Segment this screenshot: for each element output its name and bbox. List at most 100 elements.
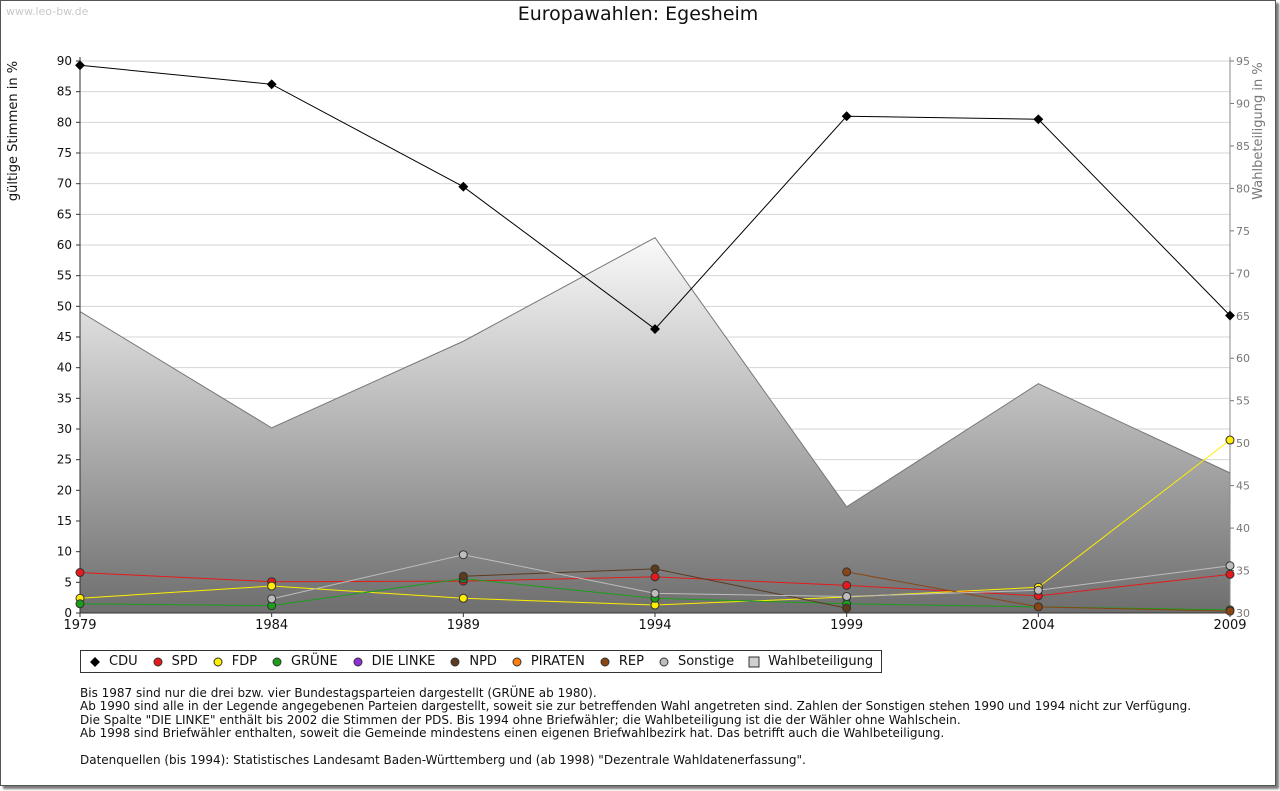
- y-right-tick-label: 40: [1236, 522, 1250, 535]
- chart-title: Europawahlen: Egesheim: [517, 3, 759, 25]
- y-tick-label: 0: [64, 606, 72, 620]
- y-tick-label: 50: [57, 299, 72, 313]
- x-tick-label: 1979: [63, 618, 96, 633]
- x-tick-label: 2009: [1213, 618, 1246, 633]
- legend-marker: [153, 657, 163, 666]
- data-point-CDU: [1225, 310, 1235, 321]
- notes: Bis 1987 sind nur die drei bzw. vier Bun…: [80, 686, 1192, 767]
- y-tick-label: 40: [57, 361, 72, 375]
- y-tick-label: 55: [57, 269, 72, 283]
- data-point-REP: [1225, 606, 1235, 616]
- y-right-tick-label: 85: [1236, 140, 1250, 153]
- y-right-tick-label: 75: [1236, 225, 1250, 238]
- legend-label: NPD: [469, 654, 497, 669]
- turnout-area: [79, 236, 1231, 613]
- legend-marker: [272, 657, 282, 666]
- y-tick-label: 65: [57, 207, 72, 221]
- y-right-tick-label: 60: [1236, 352, 1250, 365]
- data-point-CDU: [75, 60, 85, 71]
- data-point-NPD: [650, 564, 660, 574]
- watermark: www.leo-bw.de: [6, 5, 89, 18]
- note-line: Ab 1998 sind Briefwähler enthalten, sowe…: [80, 726, 945, 741]
- data-point-FDP: [1225, 435, 1235, 445]
- y-tick-label: 20: [57, 483, 72, 497]
- y-tick-label: 85: [57, 85, 72, 99]
- legend-label: Sonstige: [677, 654, 735, 669]
- y-tick-label: 75: [57, 146, 72, 160]
- data-point-NPD: [458, 571, 468, 581]
- note-line: Bis 1987 sind nur die drei bzw. vier Bun…: [80, 686, 597, 700]
- y-right-tick-label: 90: [1236, 97, 1250, 110]
- y-right-tick-label: 95: [1236, 55, 1250, 68]
- data-point-Sonstige: [650, 588, 660, 598]
- legend-item: CDU: [89, 654, 138, 669]
- y-tick-label: 10: [57, 545, 72, 559]
- data-point-Sonstige: [1225, 561, 1235, 571]
- legend-label: FDP: [231, 654, 258, 669]
- data-point-FDP: [267, 581, 277, 591]
- data-point-CDU: [266, 79, 277, 90]
- data-point-Sonstige: [1033, 585, 1043, 595]
- data-point-Sonstige: [842, 591, 852, 601]
- y-tick-label: 35: [57, 391, 72, 405]
- y-right-tick-label: 35: [1236, 565, 1250, 578]
- legend-item: GRÜNE: [271, 654, 338, 669]
- legend-marker: [512, 657, 522, 666]
- x-tick-label: 1989: [447, 618, 480, 633]
- y-tick-label: 90: [57, 54, 72, 68]
- legend: CDU SPD FDP GRÜNE DIE LINKE NPD PIRATEN REP Sons…: [80, 650, 883, 673]
- source-line: Datenquellen (bis 1994): Statistisches L…: [80, 752, 806, 767]
- y-tick-label: 15: [57, 514, 72, 528]
- data-point-CDU: [841, 111, 852, 122]
- data-point-SPD: [75, 568, 85, 578]
- legend-label: PIRATEN: [530, 654, 585, 669]
- y-axis-right-title: Wahlbeteiligung in %: [1251, 62, 1266, 199]
- series-markers: [75, 60, 1235, 616]
- legend-item: REP: [599, 654, 644, 669]
- legend-marker: [90, 656, 100, 667]
- y-right-tick-label: 80: [1236, 182, 1250, 195]
- y-axis-title: gültige Stimmen in %: [6, 61, 21, 201]
- x-tick-label: 2004: [1022, 618, 1055, 633]
- y-tick-label: 30: [57, 422, 72, 436]
- y-tick-label: 25: [57, 453, 72, 467]
- data-point-CDU: [458, 181, 469, 192]
- legend-marker: [748, 656, 760, 667]
- data-point-CDU: [650, 324, 660, 334]
- legend-item: PIRATEN: [511, 654, 585, 669]
- y-right-tick-label: 45: [1236, 480, 1250, 493]
- data-point-SPD: [650, 572, 660, 582]
- y-right-tick-label: 50: [1236, 437, 1250, 450]
- turnout-line: [79, 236, 1231, 508]
- data-point-Sonstige: [267, 594, 277, 604]
- data-point-SPD: [842, 580, 852, 590]
- legend-marker: [450, 657, 460, 666]
- legend-item: Wahlbeteiligung: [748, 654, 873, 669]
- x-tick-label: 1994: [638, 618, 671, 633]
- legend-item: DIE LINKE: [352, 654, 436, 669]
- legend-item: SPD: [152, 654, 198, 669]
- turnout-area-fill: [80, 237, 1230, 613]
- legend-marker: [213, 657, 223, 666]
- y-right-tick-label: 65: [1236, 310, 1250, 323]
- legend-label: DIE LINKE: [371, 654, 436, 669]
- y-right-tick-label: 55: [1236, 395, 1250, 408]
- legend-item: FDP: [212, 654, 257, 669]
- data-point-Sonstige: [458, 550, 468, 560]
- legend-item: NPD: [449, 654, 497, 669]
- legend-marker: [659, 657, 669, 666]
- y-tick-label: 5: [64, 575, 72, 589]
- note-line: Die Spalte "DIE LINKE" enthält bis 2002 …: [80, 712, 961, 727]
- legend-marker: [353, 657, 363, 666]
- axes: [76, 57, 1234, 617]
- legend-label: REP: [618, 654, 644, 669]
- data-point-CDU: [1033, 114, 1044, 125]
- x-tick-label: 1984: [255, 618, 288, 633]
- data-point-SPD: [1225, 569, 1235, 579]
- legend-label: GRÜNE: [291, 654, 338, 669]
- legend-marker: [600, 657, 610, 666]
- axis-labels: gültige Stimmen in % Wahlbeteiligung in …: [6, 54, 1266, 633]
- y-tick-label: 70: [57, 177, 72, 191]
- note-line: Ab 1990 sind alle in der Legende angegeb…: [80, 699, 1192, 714]
